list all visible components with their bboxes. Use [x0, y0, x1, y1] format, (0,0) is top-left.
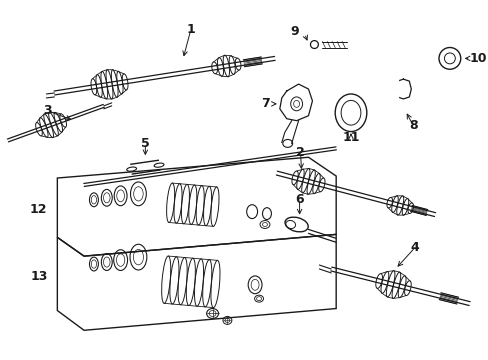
Text: 2: 2 — [296, 146, 305, 159]
Text: 13: 13 — [30, 270, 47, 283]
Text: 8: 8 — [408, 119, 417, 132]
Text: 5: 5 — [141, 137, 149, 150]
Text: 12: 12 — [30, 203, 47, 216]
Text: 6: 6 — [295, 193, 303, 206]
Text: 4: 4 — [410, 241, 419, 254]
Text: 7: 7 — [261, 97, 269, 111]
Text: 11: 11 — [342, 131, 359, 144]
Text: 9: 9 — [289, 25, 298, 38]
Text: 3: 3 — [43, 104, 52, 117]
Text: 10: 10 — [468, 52, 486, 65]
Text: 1: 1 — [186, 23, 195, 36]
